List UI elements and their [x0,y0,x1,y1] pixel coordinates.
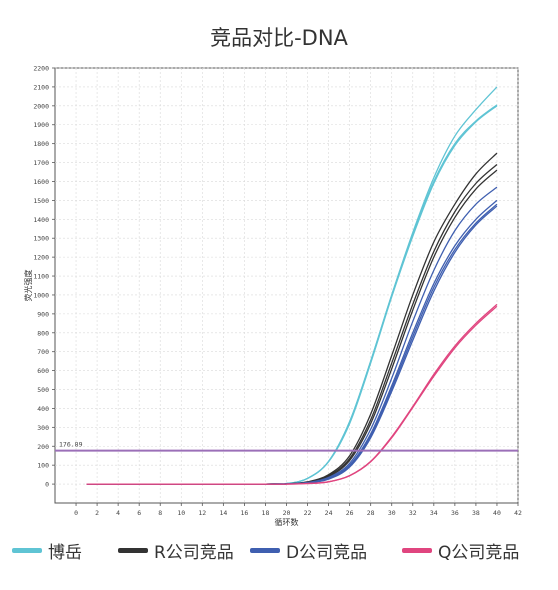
y-tick-label: 400 [37,405,49,413]
legend-swatch [402,548,432,553]
x-tick-label: 40 [493,509,501,517]
y-tick-label: 2000 [33,102,49,110]
x-tick-label: 12 [198,509,206,517]
y-tick-label: 1100 [33,273,49,281]
y-tick-label: 1700 [33,159,49,167]
legend-swatch [250,548,280,553]
x-tick-label: 34 [430,509,438,517]
chart-title: 竞品对比-DNA [210,26,348,50]
x-tick-label: 2 [95,509,99,517]
y-tick-label: 300 [37,424,49,432]
y-tick-label: 1200 [33,254,49,262]
y-tick-label: 1000 [33,291,49,299]
legend: 博岳 R公司竞品 D公司竞品 Q公司竞品 [0,538,558,568]
legend-swatch [118,548,148,553]
x-tick-label: 20 [283,509,291,517]
x-tick-label: 30 [388,509,396,517]
y-tick-label: 800 [37,329,49,337]
y-tick-label: 0 [45,481,49,489]
x-tick-label: 10 [177,509,185,517]
x-tick-label: 38 [472,509,480,517]
y-tick-label: 1800 [33,140,49,148]
y-tick-label: 500 [37,386,49,394]
legend-swatch [12,548,42,553]
series-line [86,305,498,485]
legend-label: Q公司竞品 [438,543,520,563]
y-tick-label: 1400 [33,216,49,224]
legend-item: 博岳 [12,538,82,563]
threshold-label: 176.89 [59,441,83,449]
legend-item: D公司竞品 [250,538,367,563]
legend-item: Q公司竞品 [402,538,519,563]
x-tick-label: 22 [304,509,312,517]
x-tick-label: 32 [409,509,417,517]
x-tick-label: 24 [325,509,333,517]
y-axis-label: 荧光强度 [23,270,33,302]
x-tick-label: 0 [74,509,78,517]
y-tick-label: 2200 [33,65,49,73]
x-tick-label: 26 [346,509,354,517]
y-tick-label: 2100 [33,83,49,91]
x-tick-label: 28 [367,509,375,517]
y-tick-label: 900 [37,310,49,318]
legend-item: R公司竞品 [118,538,234,563]
y-tick-label: 100 [37,462,49,470]
x-tick-label: 14 [219,509,227,517]
y-tick-label: 1900 [33,121,49,129]
x-tick-label: 6 [137,509,141,517]
x-tick-label: 4 [116,509,120,517]
legend-label: D公司竞品 [286,543,368,563]
x-tick-label: 16 [240,509,248,517]
x-tick-label: 42 [514,509,522,517]
plot-area: 0100200300400500600700800900100011001200… [23,65,522,528]
y-tick-label: 1500 [33,197,49,205]
y-tick-label: 200 [37,443,49,451]
x-tick-label: 36 [451,509,459,517]
legend-label: R公司竞品 [154,543,234,563]
x-tick-label: 18 [262,509,270,517]
x-tick-label: 8 [158,509,162,517]
legend-label: 博岳 [48,543,82,563]
y-tick-label: 1600 [33,178,49,186]
y-tick-label: 600 [37,367,49,375]
y-tick-label: 1300 [33,235,49,243]
x-axis-label: 循环数 [275,517,299,527]
y-tick-label: 700 [37,348,49,356]
